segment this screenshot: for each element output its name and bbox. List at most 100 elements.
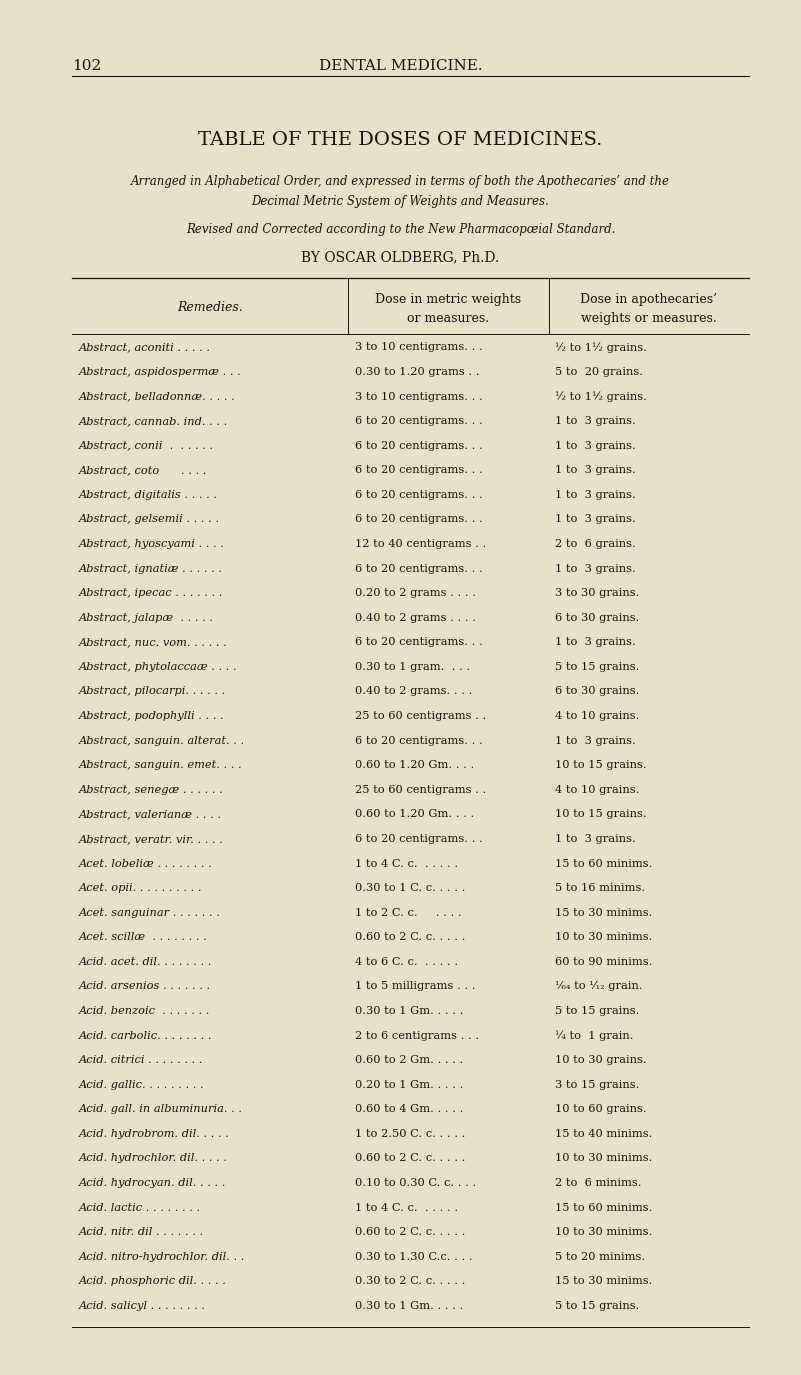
Text: Acet. lobeliæ . . . . . . . .: Acet. lobeliæ . . . . . . . .: [78, 858, 212, 869]
Text: Acid. arsenios . . . . . . .: Acid. arsenios . . . . . . .: [78, 982, 211, 991]
Text: Abstract, podophylli . . . .: Abstract, podophylli . . . .: [78, 711, 224, 720]
Text: 15 to 30 minims.: 15 to 30 minims.: [555, 908, 653, 917]
Text: Abstract, gelsemii . . . . .: Abstract, gelsemii . . . . .: [78, 514, 219, 524]
Text: TABLE OF THE DOSES OF MEDICINES.: TABLE OF THE DOSES OF MEDICINES.: [199, 131, 602, 148]
Text: Abstract, senegæ . . . . . .: Abstract, senegæ . . . . . .: [78, 785, 223, 795]
Text: 2 to  6 minims.: 2 to 6 minims.: [555, 1178, 642, 1188]
Text: 6 to 30 grains.: 6 to 30 grains.: [555, 613, 639, 623]
Text: 102: 102: [72, 59, 102, 73]
Text: Acid. nitr. dil . . . . . . .: Acid. nitr. dil . . . . . . .: [78, 1226, 203, 1238]
Text: 60 to 90 minims.: 60 to 90 minims.: [555, 957, 653, 967]
Text: Acet. opii. . . . . . . . . .: Acet. opii. . . . . . . . . .: [78, 883, 202, 894]
Text: 25 to 60 centigrams . .: 25 to 60 centigrams . .: [355, 785, 486, 795]
Text: 0.30 to 1.30 C.c. . . .: 0.30 to 1.30 C.c. . . .: [355, 1251, 473, 1262]
Text: 12 to 40 centigrams . .: 12 to 40 centigrams . .: [355, 539, 486, 549]
Text: Dose in apothecaries’: Dose in apothecaries’: [580, 293, 718, 305]
Text: 15 to 40 minims.: 15 to 40 minims.: [555, 1129, 653, 1138]
Text: Abstract, digitalis . . . . .: Abstract, digitalis . . . . .: [78, 490, 218, 500]
Text: Arranged in Alphabetical Order, and expressed in terms of both the Apothecaries’: Arranged in Alphabetical Order, and expr…: [131, 175, 670, 187]
Text: 0.60 to 1.20 Gm. . . .: 0.60 to 1.20 Gm. . . .: [355, 760, 474, 770]
Text: Acid. hydrocyan. dil. . . . .: Acid. hydrocyan. dil. . . . .: [78, 1178, 226, 1188]
Text: Acet. scillæ  . . . . . . . .: Acet. scillæ . . . . . . . .: [78, 932, 207, 942]
Text: Acid. hydrobrom. dil. . . . .: Acid. hydrobrom. dil. . . . .: [78, 1129, 229, 1138]
Text: 1 to  3 grains.: 1 to 3 grains.: [555, 490, 636, 500]
Text: 1 to  3 grains.: 1 to 3 grains.: [555, 736, 636, 745]
Text: ½ to 1½ grains.: ½ to 1½ grains.: [555, 392, 647, 403]
Text: 0.30 to 1.20 grams . .: 0.30 to 1.20 grams . .: [355, 367, 479, 377]
Text: 4 to 10 grains.: 4 to 10 grains.: [555, 785, 639, 795]
Text: 6 to 20 centigrams. . .: 6 to 20 centigrams. . .: [355, 490, 482, 500]
Text: Acid. gall. in albuminuria. . .: Acid. gall. in albuminuria. . .: [78, 1104, 243, 1114]
Text: Acid. gallic. . . . . . . . .: Acid. gallic. . . . . . . . .: [78, 1079, 204, 1090]
Text: 0.40 to 2 grams. . . .: 0.40 to 2 grams. . . .: [355, 686, 473, 697]
Text: Abstract, ipecac . . . . . . .: Abstract, ipecac . . . . . . .: [78, 588, 223, 598]
Text: 6 to 20 centigrams. . .: 6 to 20 centigrams. . .: [355, 417, 482, 426]
Text: 0.30 to 1 Gm. . . . .: 0.30 to 1 Gm. . . . .: [355, 1301, 463, 1310]
Text: weights or measures.: weights or measures.: [581, 312, 717, 324]
Text: 5 to 20 minims.: 5 to 20 minims.: [555, 1251, 646, 1262]
Text: Abstract, pilocarpi. . . . . .: Abstract, pilocarpi. . . . . .: [78, 686, 226, 697]
Text: Abstract, veratr. vir. . . . .: Abstract, veratr. vir. . . . .: [78, 833, 223, 844]
Text: 1 to 4 C. c.  . . . . .: 1 to 4 C. c. . . . . .: [355, 858, 458, 869]
Text: 10 to 30 minims.: 10 to 30 minims.: [555, 1154, 653, 1163]
Text: 6 to 20 centigrams. . .: 6 to 20 centigrams. . .: [355, 465, 482, 476]
Text: 1 to  3 grains.: 1 to 3 grains.: [555, 440, 636, 451]
Text: 5 to 16 minims.: 5 to 16 minims.: [555, 883, 646, 894]
Text: Abstract, phytolaccaæ . . . .: Abstract, phytolaccaæ . . . .: [78, 661, 237, 672]
Text: Decimal Metric System of Weights and Measures.: Decimal Metric System of Weights and Mea…: [252, 195, 549, 208]
Text: Abstract, coto      . . . .: Abstract, coto . . . .: [78, 465, 207, 476]
Text: 3 to 10 centigrams. . .: 3 to 10 centigrams. . .: [355, 342, 482, 352]
Text: 6 to 20 centigrams. . .: 6 to 20 centigrams. . .: [355, 514, 482, 524]
Text: Acid. salicyl . . . . . . . .: Acid. salicyl . . . . . . . .: [78, 1301, 206, 1310]
Text: Abstract, jalapæ  . . . . .: Abstract, jalapæ . . . . .: [78, 613, 214, 623]
Text: or measures.: or measures.: [408, 312, 489, 324]
Text: 10 to 60 grains.: 10 to 60 grains.: [555, 1104, 646, 1114]
Text: 0.60 to 2 C. c. . . . .: 0.60 to 2 C. c. . . . .: [355, 932, 465, 942]
Text: Abstract, cannab. ind. . . .: Abstract, cannab. ind. . . .: [78, 417, 227, 426]
Text: 0.60 to 2 C. c. . . . .: 0.60 to 2 C. c. . . . .: [355, 1154, 465, 1163]
Text: Acid. lactic . . . . . . . .: Acid. lactic . . . . . . . .: [78, 1203, 200, 1213]
Text: 15 to 30 minims.: 15 to 30 minims.: [555, 1276, 653, 1287]
Text: Dose in metric weights: Dose in metric weights: [376, 293, 521, 305]
Text: Acid. nitro-hydrochlor. dil. . .: Acid. nitro-hydrochlor. dil. . .: [78, 1251, 245, 1262]
Text: Acid. citrici . . . . . . . .: Acid. citrici . . . . . . . .: [78, 1055, 203, 1066]
Text: 10 to 15 grains.: 10 to 15 grains.: [555, 760, 646, 770]
Text: 0.30 to 1 gram.  . . .: 0.30 to 1 gram. . . .: [355, 661, 470, 672]
Text: DENTAL MEDICINE.: DENTAL MEDICINE.: [319, 59, 482, 73]
Text: Abstract, aspidospermæ . . .: Abstract, aspidospermæ . . .: [78, 367, 241, 377]
Text: Abstract, hyoscyami . . . .: Abstract, hyoscyami . . . .: [78, 539, 224, 549]
Text: ¼ to  1 grain.: ¼ to 1 grain.: [555, 1031, 634, 1041]
Text: 3 to 10 centigrams. . .: 3 to 10 centigrams. . .: [355, 392, 482, 401]
Text: Acid. hydrochlor. dil. . . . .: Acid. hydrochlor. dil. . . . .: [78, 1154, 227, 1163]
Text: 0.40 to 2 grams . . . .: 0.40 to 2 grams . . . .: [355, 613, 476, 623]
Text: 1 to 2 C. c.     . . . .: 1 to 2 C. c. . . . .: [355, 908, 461, 917]
Text: Abstract, nuc. vom. . . . . .: Abstract, nuc. vom. . . . . .: [78, 638, 227, 648]
Text: 3 to 30 grains.: 3 to 30 grains.: [555, 588, 639, 598]
Text: 1 to 2.50 C. c. . . . .: 1 to 2.50 C. c. . . . .: [355, 1129, 465, 1138]
Text: 0.30 to 1 Gm. . . . .: 0.30 to 1 Gm. . . . .: [355, 1006, 463, 1016]
Text: 0.60 to 1.20 Gm. . . .: 0.60 to 1.20 Gm. . . .: [355, 810, 474, 820]
Text: 1 to  3 grains.: 1 to 3 grains.: [555, 564, 636, 573]
Text: 6 to 20 centigrams. . .: 6 to 20 centigrams. . .: [355, 440, 482, 451]
Text: Abstract, valerianæ . . . .: Abstract, valerianæ . . . .: [78, 810, 222, 820]
Text: 2 to 6 centigrams . . .: 2 to 6 centigrams . . .: [355, 1031, 479, 1041]
Text: Acid. phosphoric dil. . . . .: Acid. phosphoric dil. . . . .: [78, 1276, 227, 1287]
Text: 5 to  20 grains.: 5 to 20 grains.: [555, 367, 643, 377]
Text: 2 to  6 grains.: 2 to 6 grains.: [555, 539, 636, 549]
Text: 0.60 to 2 Gm. . . . .: 0.60 to 2 Gm. . . . .: [355, 1055, 463, 1066]
Text: 0.60 to 2 C. c. . . . .: 0.60 to 2 C. c. . . . .: [355, 1226, 465, 1238]
Text: 10 to 30 minims.: 10 to 30 minims.: [555, 1226, 653, 1238]
Text: Abstract, sanguin. alterat. . .: Abstract, sanguin. alterat. . .: [78, 736, 244, 745]
Text: Remedies.: Remedies.: [177, 301, 244, 314]
Text: BY OSCAR OLDBERG, Ph.D.: BY OSCAR OLDBERG, Ph.D.: [301, 250, 500, 264]
Text: 0.30 to 1 C. c. . . . .: 0.30 to 1 C. c. . . . .: [355, 883, 465, 894]
Text: 6 to 30 grains.: 6 to 30 grains.: [555, 686, 639, 697]
Text: 0.60 to 4 Gm. . . . .: 0.60 to 4 Gm. . . . .: [355, 1104, 463, 1114]
Text: Acid. benzoic  . . . . . . .: Acid. benzoic . . . . . . .: [78, 1006, 210, 1016]
Text: Abstract, aconiti . . . . .: Abstract, aconiti . . . . .: [78, 342, 211, 352]
Text: ¹⁄₆₄ to ¹⁄₁₂ grain.: ¹⁄₆₄ to ¹⁄₁₂ grain.: [555, 982, 642, 991]
Text: 10 to 15 grains.: 10 to 15 grains.: [555, 810, 646, 820]
Text: 4 to 6 C. c.  . . . . .: 4 to 6 C. c. . . . . .: [355, 957, 458, 967]
Text: 5 to 15 grains.: 5 to 15 grains.: [555, 1301, 639, 1310]
Text: Abstract, conii  .  . . . . .: Abstract, conii . . . . . .: [78, 440, 214, 451]
